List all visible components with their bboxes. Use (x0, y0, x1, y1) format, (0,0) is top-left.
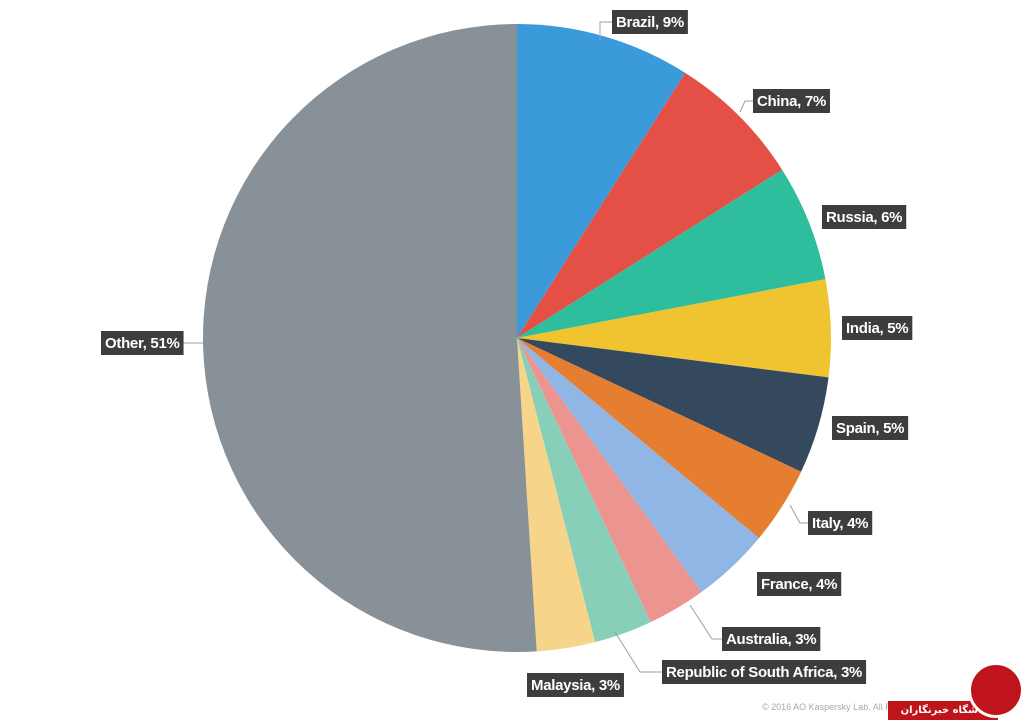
slice-label-text: Republic of South Africa, 3% (666, 664, 862, 681)
slice-label-spain: Spain, 5% (832, 416, 909, 440)
pie-slice-australia (517, 338, 702, 623)
watermark-logo (968, 662, 1024, 718)
pie-slice-republic-of-south-africa (517, 338, 651, 643)
slice-label-background (808, 511, 873, 535)
slice-label-china: China, 7% (753, 89, 830, 113)
leader-line (599, 21, 612, 40)
slice-label-text: Australia, 3% (726, 631, 816, 648)
slice-label-text: India, 5% (846, 320, 908, 337)
slice-label-france: France, 4% (757, 572, 842, 596)
slice-label-australia: Australia, 3% (722, 627, 821, 651)
pie-slice-china (517, 72, 783, 338)
pie-slice-other (202, 24, 537, 652)
slice-label-text: Brazil, 9% (616, 14, 684, 31)
pie-slice-italy (517, 338, 802, 539)
pie-slice-malaysia (517, 338, 596, 652)
slice-label-background (722, 627, 821, 651)
slice-label-malaysia: Malaysia, 3% (527, 673, 624, 697)
pie-slice-russia (517, 169, 826, 338)
slice-label-background (832, 416, 909, 440)
slice-label-background (612, 10, 688, 34)
slice-label-background (527, 673, 624, 697)
slice-label-background (101, 331, 184, 355)
pie-slices (202, 24, 831, 652)
watermark-banner: باشگاه خبرنگاران (888, 701, 998, 720)
slice-label-text: France, 4% (761, 576, 837, 593)
slice-label-background (822, 205, 907, 229)
slice-label-text: Russia, 6% (826, 209, 902, 226)
slice-label-text: China, 7% (757, 93, 826, 110)
slice-label-india: India, 5% (842, 316, 913, 340)
slice-label-republic-of-south-africa: Republic of South Africa, 3% (662, 660, 867, 684)
slice-label-background (662, 660, 867, 684)
slice-label-russia: Russia, 6% (822, 205, 907, 229)
slice-label-other: Other, 51% (101, 331, 184, 355)
leader-line (739, 100, 753, 113)
slice-label-text: Italy, 4% (812, 515, 868, 532)
leader-line (789, 504, 808, 524)
pie-slice-spain (517, 338, 829, 472)
leader-line (614, 631, 662, 673)
slice-label-background (757, 572, 842, 596)
copyright-notice: © 2016 AO Kaspersky Lab. All Ri (762, 702, 894, 712)
slice-label-text: Malaysia, 3% (531, 677, 620, 694)
label-leader-lines (183, 21, 808, 673)
slice-label-text: Other, 51% (105, 335, 180, 352)
slice-labels: Brazil, 9% China, 7% Russia, 6% India, 5% Sp… (101, 10, 913, 697)
pie-slice-india (517, 279, 831, 378)
slice-label-text: Spain, 5% (836, 420, 904, 437)
slice-label-background (753, 89, 830, 113)
slice-label-italy: Italy, 4% (808, 511, 873, 535)
slice-label-background (842, 316, 913, 340)
pie-slice-brazil (517, 24, 686, 338)
slice-label-brazil: Brazil, 9% (612, 10, 688, 34)
pie-slice-france (517, 338, 759, 593)
leader-line (689, 604, 722, 640)
